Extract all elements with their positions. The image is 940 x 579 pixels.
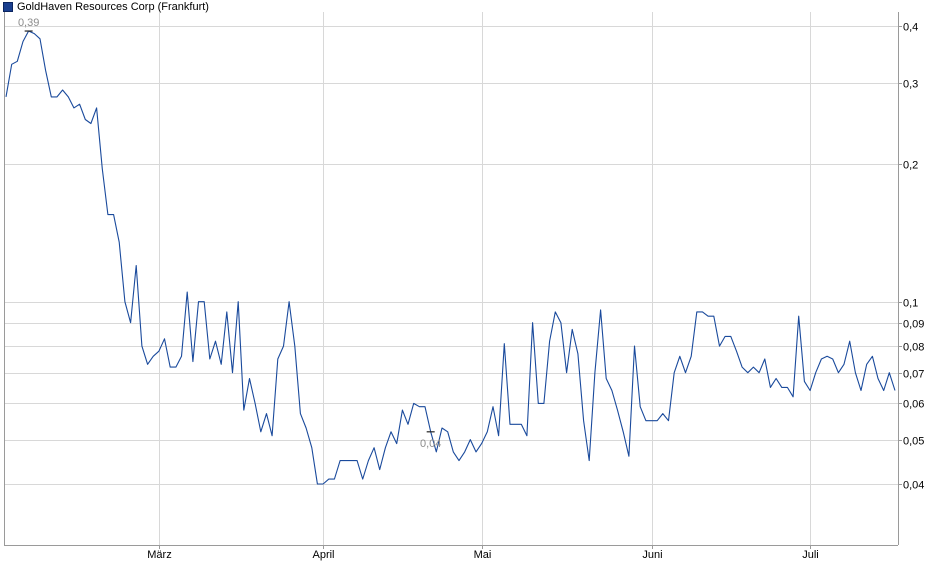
chart-annotations: 0,39 0,04 bbox=[18, 17, 441, 450]
x-tick-label: Juni bbox=[642, 549, 662, 561]
y-tick-label: 0,4 bbox=[903, 22, 918, 34]
y-tick-label: 0,08 bbox=[903, 342, 924, 354]
legend-swatch bbox=[3, 2, 13, 12]
chart-legend: GoldHaven Resources Corp (Frankfurt) bbox=[3, 0, 209, 14]
x-tick-label: Mai bbox=[474, 549, 492, 561]
annotation-label: 0,39 bbox=[18, 17, 39, 29]
y-tick-label: 0,1 bbox=[903, 298, 918, 310]
x-tick-label: Juli bbox=[802, 549, 819, 561]
price-line bbox=[5, 30, 896, 485]
y-tick-label: 0,07 bbox=[903, 369, 924, 381]
y-tick-label: 0,09 bbox=[903, 319, 924, 331]
x-tick-label: März bbox=[147, 549, 171, 561]
annotation-label: 0,04 bbox=[420, 438, 441, 450]
y-tick-label: 0,2 bbox=[903, 160, 918, 172]
x-tick-label: April bbox=[312, 549, 334, 561]
price-series bbox=[5, 30, 896, 485]
y-tick-label: 0,06 bbox=[903, 399, 924, 411]
y-axis-labels: 0,4 0,3 0,2 0,1 0,09 0,08 0,07 0,06 0,05 0,04 bbox=[903, 22, 924, 492]
y-tick-label: 0,3 bbox=[903, 79, 918, 91]
y-tick-label: 0,05 bbox=[903, 436, 924, 448]
chart-grid bbox=[4, 12, 898, 545]
chart-axes bbox=[4, 12, 902, 549]
legend-label: GoldHaven Resources Corp (Frankfurt) bbox=[17, 1, 209, 13]
x-axis-labels: MärzAprilMaiJuniJuliAug. bbox=[147, 549, 819, 561]
y-tick-label: 0,04 bbox=[903, 480, 924, 492]
